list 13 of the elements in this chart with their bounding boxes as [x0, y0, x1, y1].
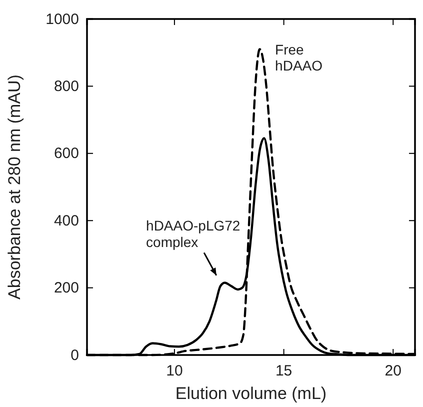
annotation: Free hDAAO: [275, 41, 323, 74]
y-tick-label: 600: [54, 145, 79, 162]
x-tick-label: 10: [166, 362, 183, 380]
y-tick-label: 200: [54, 280, 79, 297]
y-tick-label: 1000: [46, 10, 79, 28]
y-tick-label: 400: [54, 212, 79, 230]
annotation: hDAAO-pLG72 complex: [146, 218, 240, 250]
y-axis-title: Absorbance at 280 nm (mAU): [5, 74, 24, 300]
y-tick-label: 0: [70, 346, 79, 364]
x-tick-label: 15: [275, 362, 292, 380]
y-tick-label: 800: [54, 78, 79, 95]
x-tick-label: 20: [384, 362, 402, 380]
x-axis-title: Elution volume (mL): [175, 384, 327, 403]
